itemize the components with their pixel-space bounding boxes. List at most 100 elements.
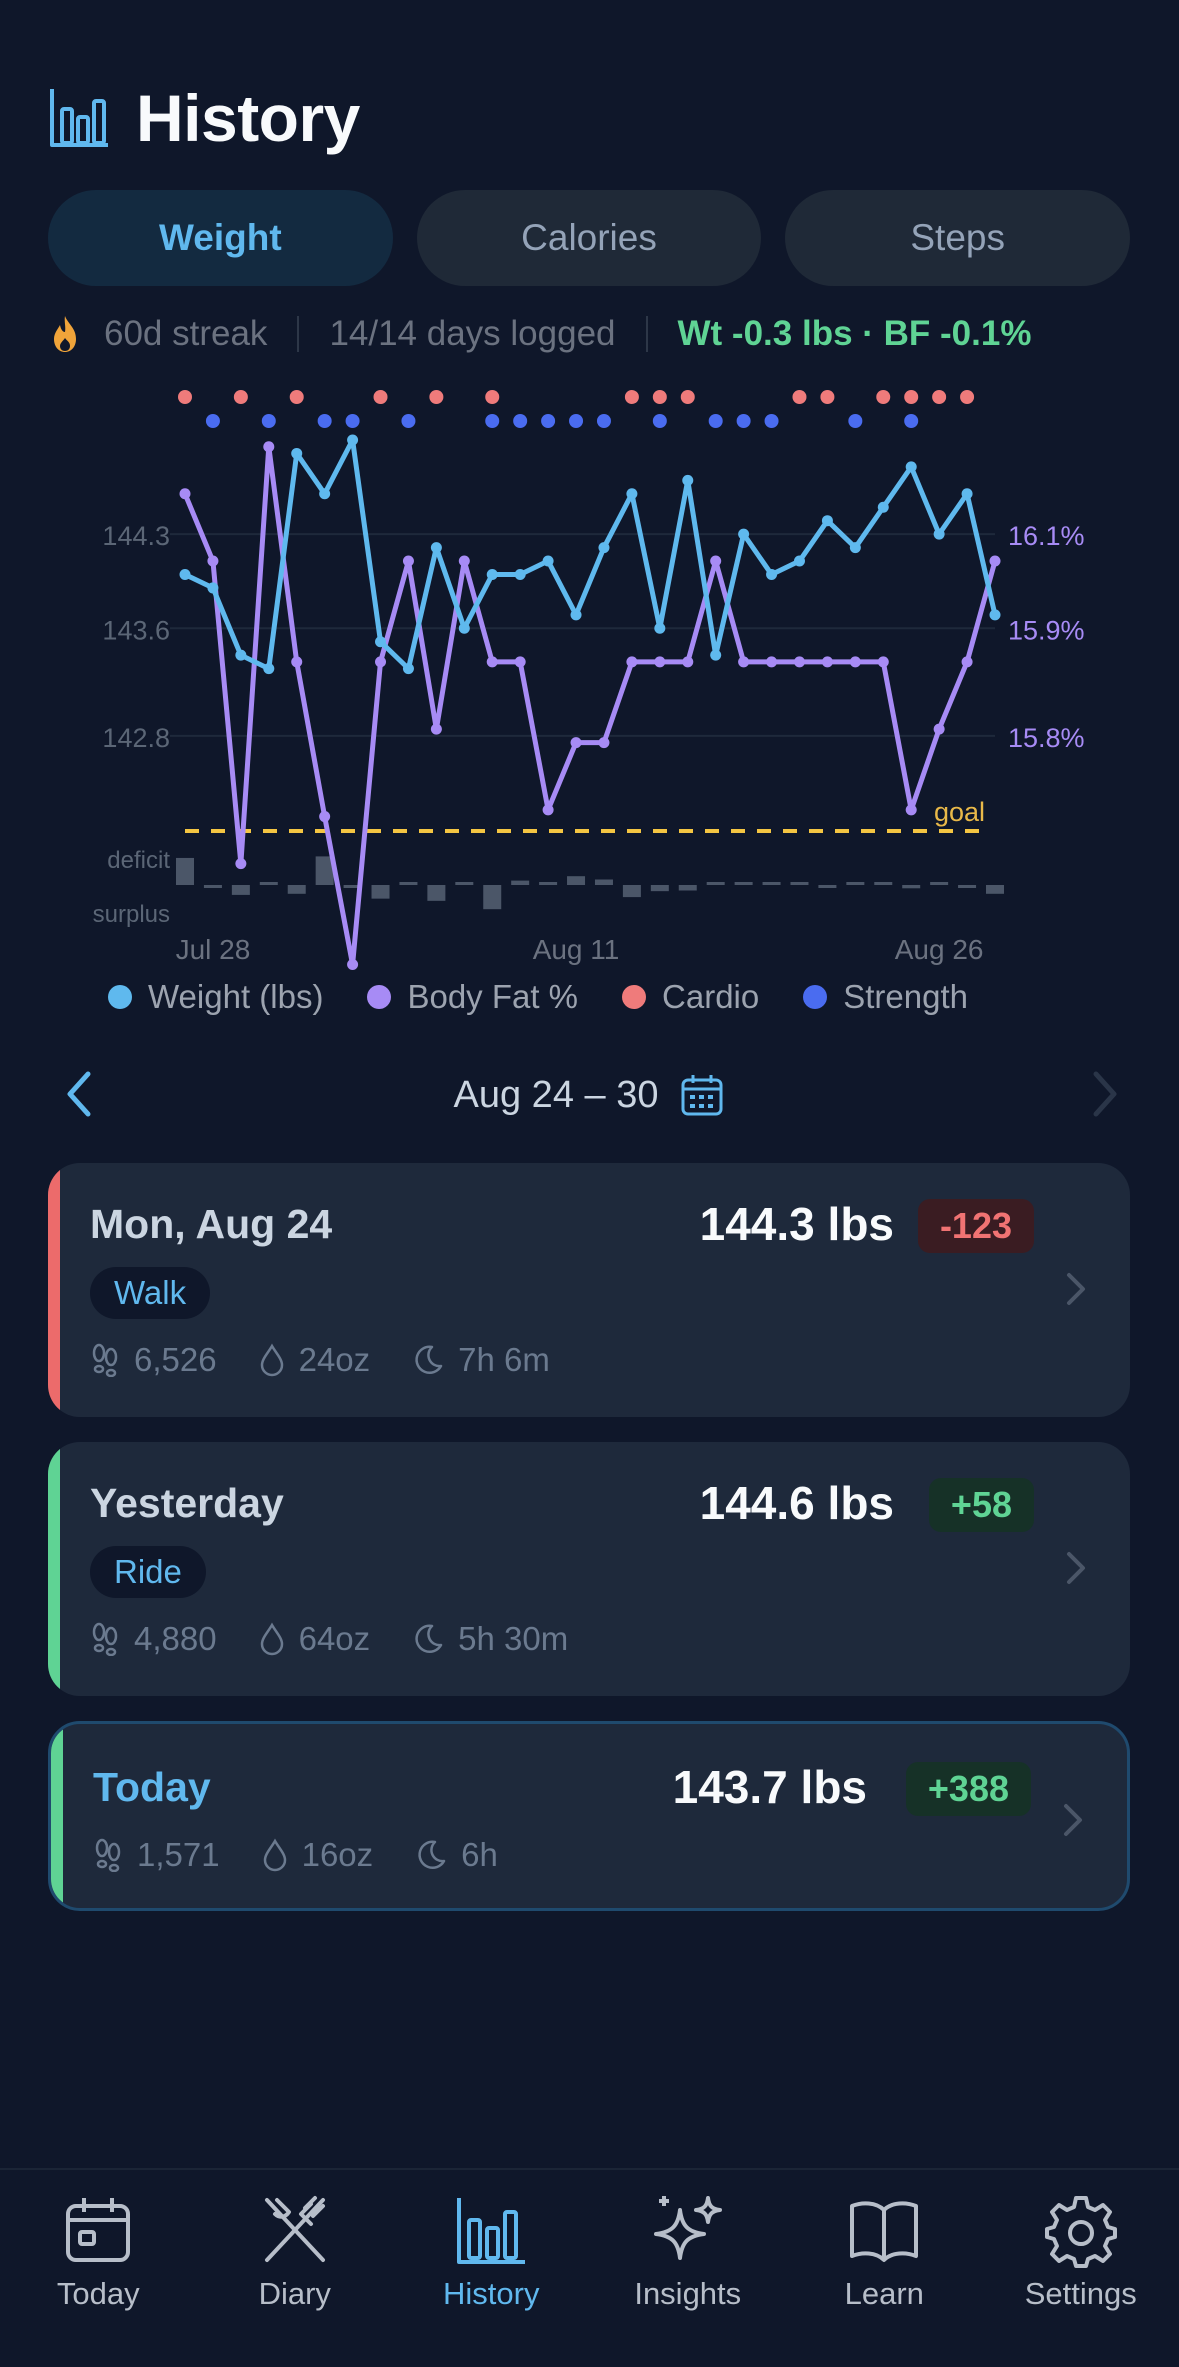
balance-bar [874, 882, 893, 885]
weight-point [263, 663, 275, 675]
chevron-left-icon[interactable] [60, 1068, 100, 1120]
bodyfat-point [905, 804, 917, 816]
bodyfat-point [291, 656, 303, 668]
tabbar-label: Diary [258, 2276, 331, 2311]
day-card-yesterday[interactable]: Yesterday 144.6 lbs +58 Ride 4,880 64oz … [48, 1442, 1130, 1696]
sleep-value: 7h 6m [458, 1341, 550, 1378]
day-card-today[interactable]: Today 143.7 lbs +388 1,571 16oz 6h [48, 1721, 1130, 1911]
tab-weight[interactable]: Weight [48, 190, 393, 286]
activity-chip[interactable]: Ride [90, 1546, 206, 1598]
bar-chart-icon [457, 2198, 526, 2264]
weight-point [235, 649, 247, 661]
balance-bar [231, 885, 250, 895]
droplet-icon [260, 1622, 283, 1656]
water-value: 16oz [301, 1836, 374, 1873]
balance-bar [958, 885, 977, 888]
weight-point [207, 582, 219, 594]
strength-dot [736, 414, 751, 428]
cardio-dot [485, 390, 500, 404]
card-day: Yesterday [90, 1480, 284, 1526]
balance-bar [315, 856, 334, 885]
bodyfat-point [347, 958, 359, 970]
activity-chip[interactable]: Walk [90, 1267, 211, 1319]
droplet-icon [263, 1838, 286, 1872]
tabbar-settings[interactable]: Settings [983, 2170, 1179, 2367]
tabbar-history[interactable]: History [393, 2170, 590, 2367]
y-tick-label: 143.6 [102, 615, 170, 645]
balance-bar [734, 882, 753, 885]
footsteps-icon [95, 1838, 121, 1872]
droplet-icon [260, 1343, 283, 1377]
week-range[interactable]: Aug 24 – 30 [48, 1060, 1130, 1130]
weight-point [989, 609, 1001, 621]
strength-dot [596, 414, 611, 428]
weight-point [654, 622, 666, 634]
weight-point [347, 434, 359, 446]
balance-bar [567, 876, 586, 885]
strength-dot [261, 414, 276, 428]
weight-point [542, 555, 554, 567]
sparkles-icon [653, 2196, 722, 2260]
surplus-label: surplus [93, 901, 170, 928]
calendar-icon [66, 2198, 131, 2262]
weight-point [821, 515, 833, 527]
steps-metric: 6,526 [90, 1341, 217, 1379]
tab-steps[interactable]: Steps [785, 190, 1131, 286]
metric-tabs: Weight Calories Steps [48, 190, 1131, 286]
flame-icon [54, 316, 76, 352]
bodyfat-point [570, 737, 582, 749]
balance-bar [762, 882, 781, 885]
x-tick-label: Aug 26 [895, 934, 984, 965]
tab-calories[interactable]: Calories [416, 190, 762, 286]
strength-dot [848, 414, 863, 428]
steps-value: 4,880 [134, 1620, 217, 1657]
legend-cardio: Cardio [622, 978, 759, 1016]
tabbar-learn[interactable]: Learn [786, 2170, 983, 2367]
weight-point [430, 542, 442, 554]
card-weight: 143.7 lbs [672, 1761, 867, 1813]
weight-point [877, 501, 889, 513]
strength-dot [345, 414, 360, 428]
bodyfat-point [710, 555, 722, 567]
weight-point [375, 636, 387, 648]
legend-bodyfat: Body Fat % [367, 978, 578, 1016]
chevron-right-icon[interactable] [1084, 1068, 1124, 1120]
water-metric: 24oz [259, 1341, 370, 1379]
divider [297, 316, 300, 352]
card-accent [51, 1724, 63, 1908]
history-chart[interactable]: 144.3 143.6 142.8 16.1% 15.9% 15.8% goal defici… [0, 370, 1179, 970]
card-accent [48, 1442, 60, 1696]
footsteps-icon [92, 1622, 118, 1656]
bodyfat-point [207, 555, 219, 567]
cardio-dot [178, 390, 192, 404]
tabbar-today[interactable]: Today [0, 2170, 197, 2367]
sleep-value: 5h 30m [458, 1620, 569, 1657]
water-metric: 16oz [262, 1836, 374, 1874]
balance-bar [399, 882, 418, 885]
summary-bar: 60d streak 14/14 days logged Wt -0.3 lbs… [48, 304, 1138, 364]
calorie-badge: +388 [905, 1762, 1031, 1816]
balance-bar [622, 885, 641, 898]
day-card-mon-aug-24[interactable]: Mon, Aug 24 144.3 lbs -123 Walk 6,526 24… [48, 1163, 1130, 1417]
balance-bar [287, 885, 306, 894]
tabbar-diary[interactable]: Diary [197, 2170, 394, 2367]
cardio-dot [429, 390, 444, 404]
sleep-value: 6h [461, 1836, 498, 1873]
chevron-right-icon [1064, 1804, 1082, 1836]
card-day: Mon, Aug 24 [90, 1201, 333, 1247]
gear-icon [1044, 2196, 1117, 2268]
steps-metric: 4,880 [90, 1620, 217, 1658]
balance-bar [511, 880, 530, 885]
bar-chart-icon [50, 89, 108, 147]
cardio-dot [289, 390, 304, 404]
legend-dot [367, 985, 392, 1009]
weight-point [291, 447, 303, 459]
balance-bar [790, 882, 809, 885]
bodyfat-point [877, 656, 889, 668]
tabbar-insights[interactable]: Insights [590, 2170, 787, 2367]
card-weight: 144.3 lbs [699, 1198, 894, 1250]
balance-bar [846, 882, 865, 885]
steps-metric: 1,571 [93, 1836, 220, 1874]
strength-dot [485, 414, 500, 428]
weight-point [402, 663, 414, 675]
